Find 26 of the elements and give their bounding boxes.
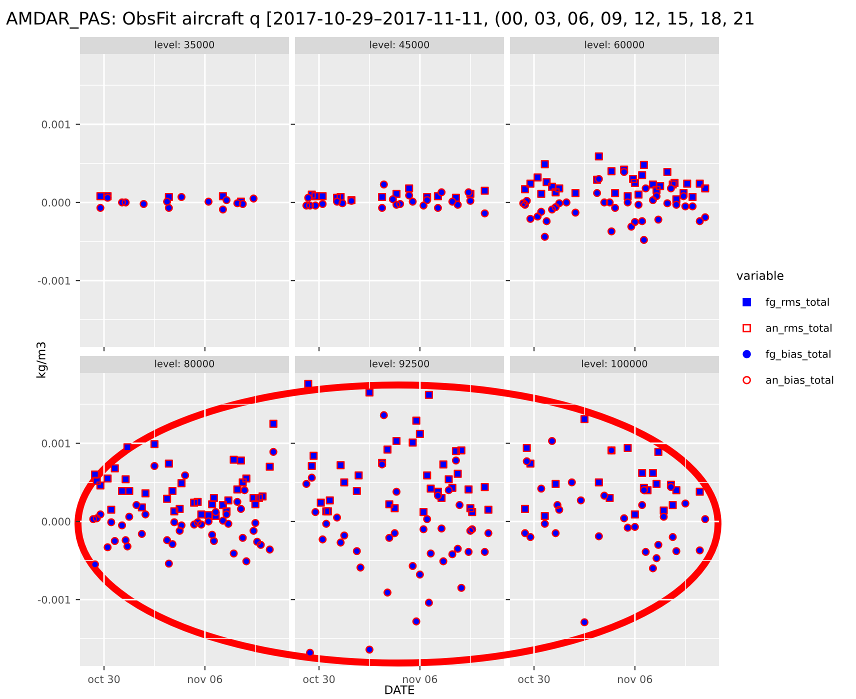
y-tick-label: 0.001 — [42, 120, 70, 128]
y-tick-label: -0.001 — [38, 276, 70, 285]
legend-label: an_bias_total — [766, 376, 834, 386]
y-tick-label: 0.000 — [42, 518, 70, 526]
chart-subtitle: level: 100000 — [582, 360, 648, 368]
legend-label: fg_bias_total — [766, 350, 830, 360]
legend-title: variable — [736, 270, 784, 280]
x-tick-label: nov 06 — [618, 675, 652, 684]
x-tick-label: oct 30 — [303, 675, 335, 684]
x-axis-title: DATE — [385, 685, 414, 694]
chart-subtitle: level: 35000 — [155, 40, 214, 48]
legend-label: fg_rms_total — [766, 298, 829, 308]
y-tick-label: 0.000 — [42, 198, 70, 207]
chart-subtitle: level: 80000 — [155, 360, 214, 368]
x-tick-label: nov 06 — [403, 675, 438, 684]
y-tick-label: -0.001 — [38, 596, 70, 604]
x-tick-label: oct 30 — [518, 675, 550, 684]
x-tick-label: oct 30 — [88, 675, 120, 684]
chart-subtitle: level: 60000 — [585, 40, 644, 48]
text: AMDAR_PAS: ObsFit aircraft q [2017-10-29–2017-11-11, (00, 03, 06, 09, 12, 15, 18, 21 — [6, 11, 754, 29]
legend-label: an_rms_total — [766, 324, 832, 334]
chart-subtitle: level: 92500 — [370, 360, 430, 368]
chart-subtitle: level: 45000 — [370, 40, 430, 48]
x-tick-label: nov 06 — [188, 675, 222, 684]
y-tick-label: 0.001 — [42, 440, 70, 448]
y-axis-title: kg/m3 — [36, 342, 48, 378]
